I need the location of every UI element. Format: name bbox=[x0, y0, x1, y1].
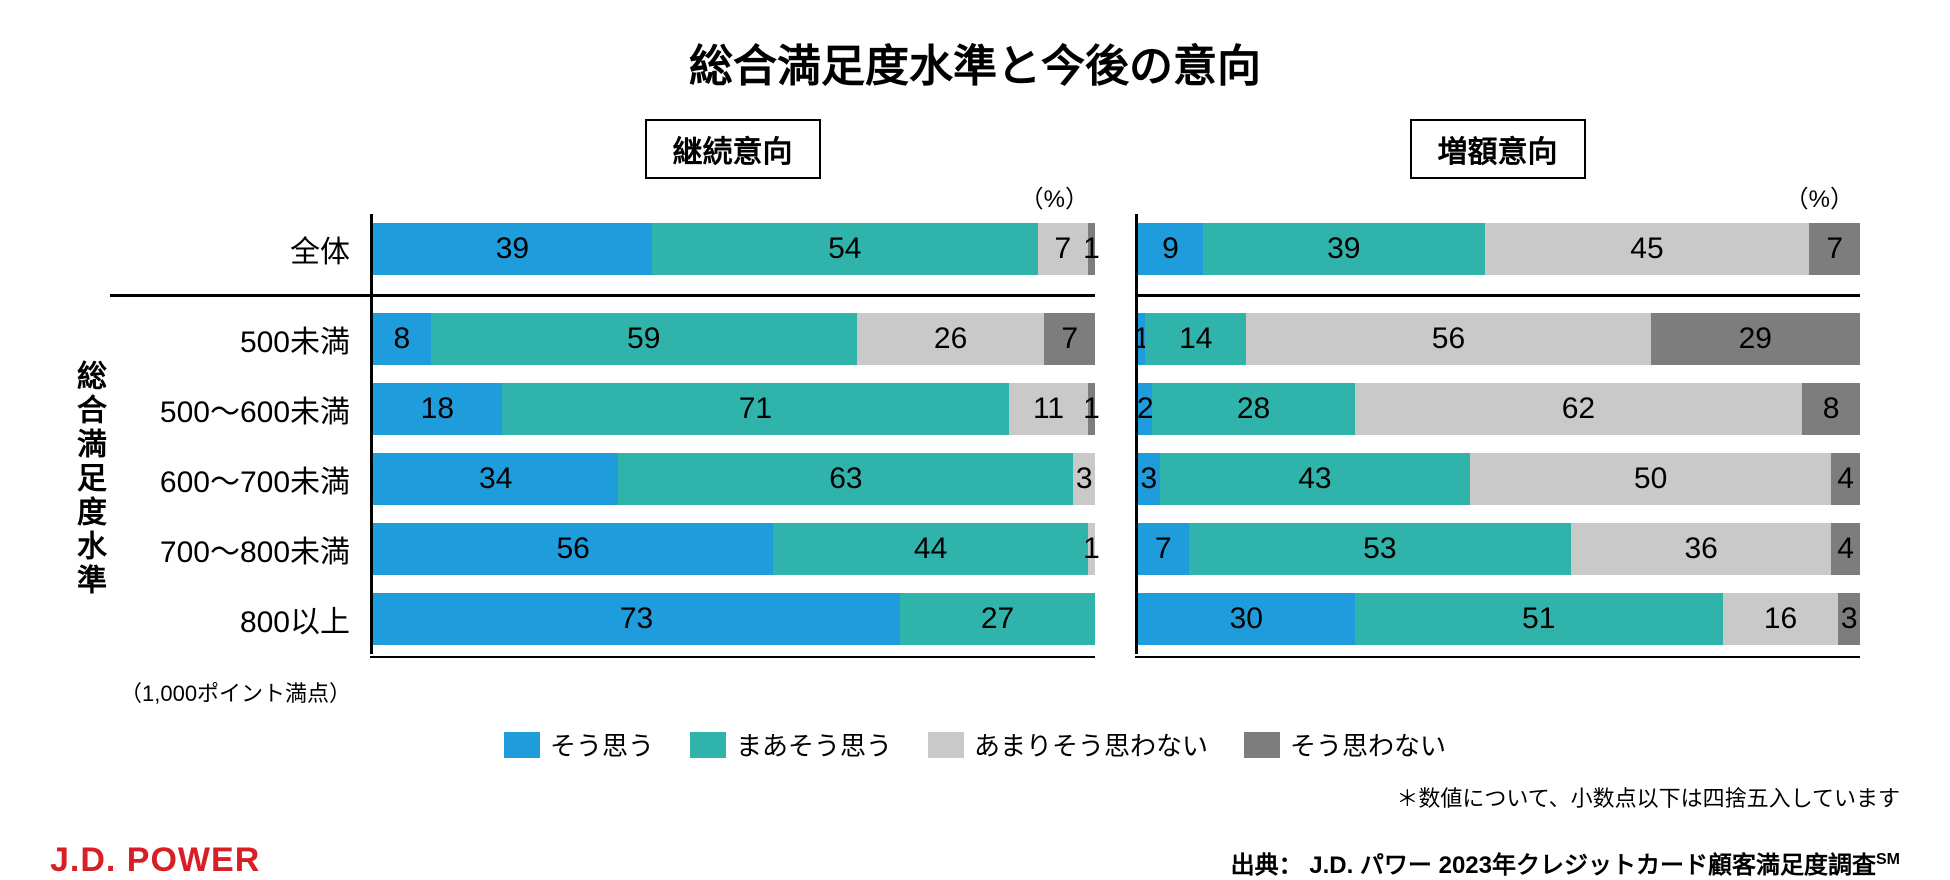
bar-segment: 51 bbox=[1355, 593, 1723, 645]
row-label: 700～800未満 bbox=[110, 514, 370, 584]
bar-row: 228628 bbox=[1135, 374, 1860, 444]
bar-segment: 73 bbox=[373, 593, 900, 645]
legend-swatch bbox=[504, 732, 540, 758]
bar-segment: 14 bbox=[1145, 313, 1246, 365]
bar-row: 7327 bbox=[370, 584, 1095, 654]
bar-segment: 59 bbox=[431, 313, 857, 365]
bar-segment: 29 bbox=[1651, 313, 1860, 365]
row-label: 500未満 bbox=[110, 304, 370, 374]
bar-segment: 28 bbox=[1152, 383, 1354, 435]
bar-row: 753364 bbox=[1135, 514, 1860, 584]
bar-segment: 71 bbox=[502, 383, 1010, 435]
bar-row: 343504 bbox=[1135, 444, 1860, 514]
bar-segment: 3 bbox=[1138, 453, 1160, 505]
bar-row: 1145629 bbox=[1135, 304, 1860, 374]
bar-row: 395471 bbox=[370, 214, 1095, 284]
bar-segment: 2 bbox=[1138, 383, 1152, 435]
source-citation: 出典： J.D. パワー 2023年クレジットカード顧客満足度調査SM bbox=[1231, 845, 1900, 880]
bar-segment: 8 bbox=[373, 313, 431, 365]
legend: そう思う まあそう思う あまりそう思わない そう思わない bbox=[50, 726, 1900, 763]
bar-segment: 53 bbox=[1189, 523, 1572, 575]
bar-segment: 4 bbox=[1831, 453, 1860, 505]
bar-segment: 7 bbox=[1138, 523, 1189, 575]
bar-row: 34633 bbox=[370, 444, 1095, 514]
bar-segment: 56 bbox=[1246, 313, 1650, 365]
bar-segment: 63 bbox=[618, 453, 1073, 505]
legend-item: そう思う bbox=[504, 726, 654, 763]
row-label: 500～600未満 bbox=[110, 374, 370, 444]
bar-row: 56441 bbox=[370, 514, 1095, 584]
bar-segment: 8 bbox=[1802, 383, 1860, 435]
row-label: 800以上 bbox=[110, 584, 370, 654]
bar-segment: 50 bbox=[1470, 453, 1831, 505]
legend-item: まあそう思う bbox=[690, 726, 892, 763]
bar-segment: 18 bbox=[373, 383, 502, 435]
bar-segment: 26 bbox=[857, 313, 1045, 365]
chart-left: 継続意向（%）395471859267187111134633564417327 bbox=[370, 119, 1095, 658]
bar-segment: 3 bbox=[1073, 453, 1095, 505]
row-label: 全体 bbox=[110, 214, 370, 284]
legend-swatch bbox=[690, 732, 726, 758]
bar-segment: 39 bbox=[1203, 223, 1485, 275]
bar-segment: 36 bbox=[1571, 523, 1831, 575]
bar-segment: 4 bbox=[1831, 523, 1860, 575]
legend-label: そう思わない bbox=[1290, 726, 1446, 763]
legend-label: そう思う bbox=[550, 726, 654, 763]
chart-root: 総合満足度水準と今後の意向 総合満足度水準 全体 500未満500～600未満60… bbox=[0, 0, 1950, 865]
bar-segment: 7 bbox=[1809, 223, 1860, 275]
bar-segment: 1 bbox=[1088, 223, 1095, 275]
footnote-rounding: ＊数値について、小数点以下は四捨五入しています bbox=[50, 781, 1900, 813]
bar-segment: 1 bbox=[1138, 313, 1145, 365]
bar-segment: 3 bbox=[1838, 593, 1860, 645]
bar-segment: 16 bbox=[1723, 593, 1839, 645]
bar-segment: 56 bbox=[373, 523, 773, 575]
legend-label: まあそう思う bbox=[736, 726, 892, 763]
legend-swatch bbox=[1244, 732, 1280, 758]
bar-segment: 62 bbox=[1355, 383, 1803, 435]
row-labels-column: 全体 500未満500～600未満600～700未満700～800未満800以上 bbox=[110, 119, 370, 658]
logo: J.D. POWER bbox=[50, 841, 260, 880]
bar-segment: 45 bbox=[1485, 223, 1810, 275]
bar-segment: 9 bbox=[1138, 223, 1203, 275]
bar-segment: 1 bbox=[1088, 523, 1095, 575]
bar-segment: 44 bbox=[773, 523, 1088, 575]
unit-label: （%） bbox=[1135, 179, 1860, 214]
bar-row: 859267 bbox=[370, 304, 1095, 374]
bar-segment: 30 bbox=[1138, 593, 1355, 645]
bar-segment: 27 bbox=[900, 593, 1095, 645]
chart-subtitle: 増額意向 bbox=[1410, 119, 1586, 179]
legend-item: そう思わない bbox=[1244, 726, 1446, 763]
y-axis-column: 総合満足度水準 bbox=[50, 119, 110, 658]
chart-right: 増額意向（%）939457114562922862834350475336430… bbox=[1135, 119, 1860, 658]
chart-subtitle: 継続意向 bbox=[645, 119, 821, 179]
bar-segment: 39 bbox=[373, 223, 652, 275]
legend-swatch bbox=[928, 732, 964, 758]
bar-segment: 34 bbox=[373, 453, 618, 505]
legend-label: あまりそう思わない bbox=[974, 726, 1208, 763]
row-label: 600～700未満 bbox=[110, 444, 370, 514]
bar-segment: 7 bbox=[1038, 223, 1088, 275]
bar-row: 1871111 bbox=[370, 374, 1095, 444]
bar-row: 939457 bbox=[1135, 214, 1860, 284]
bar-segment: 54 bbox=[652, 223, 1038, 275]
main-title: 総合満足度水準と今後の意向 bbox=[50, 30, 1900, 94]
chart-area: 総合満足度水準 全体 500未満500～600未満600～700未満700～800… bbox=[50, 119, 1900, 658]
bar-segment: 1 bbox=[1088, 383, 1095, 435]
unit-label: （%） bbox=[370, 179, 1095, 214]
bar-segment: 7 bbox=[1044, 313, 1095, 365]
bar-row: 3051163 bbox=[1135, 584, 1860, 654]
footnote-points: （1,000ポイント満点） bbox=[120, 676, 351, 708]
bar-segment: 43 bbox=[1160, 453, 1470, 505]
y-axis-label: 総合満足度水準 bbox=[50, 360, 110, 598]
legend-item: あまりそう思わない bbox=[928, 726, 1208, 763]
bottom-row: J.D. POWER 出典： J.D. パワー 2023年クレジットカード顧客満… bbox=[50, 841, 1900, 880]
bar-segment: 11 bbox=[1009, 383, 1088, 435]
